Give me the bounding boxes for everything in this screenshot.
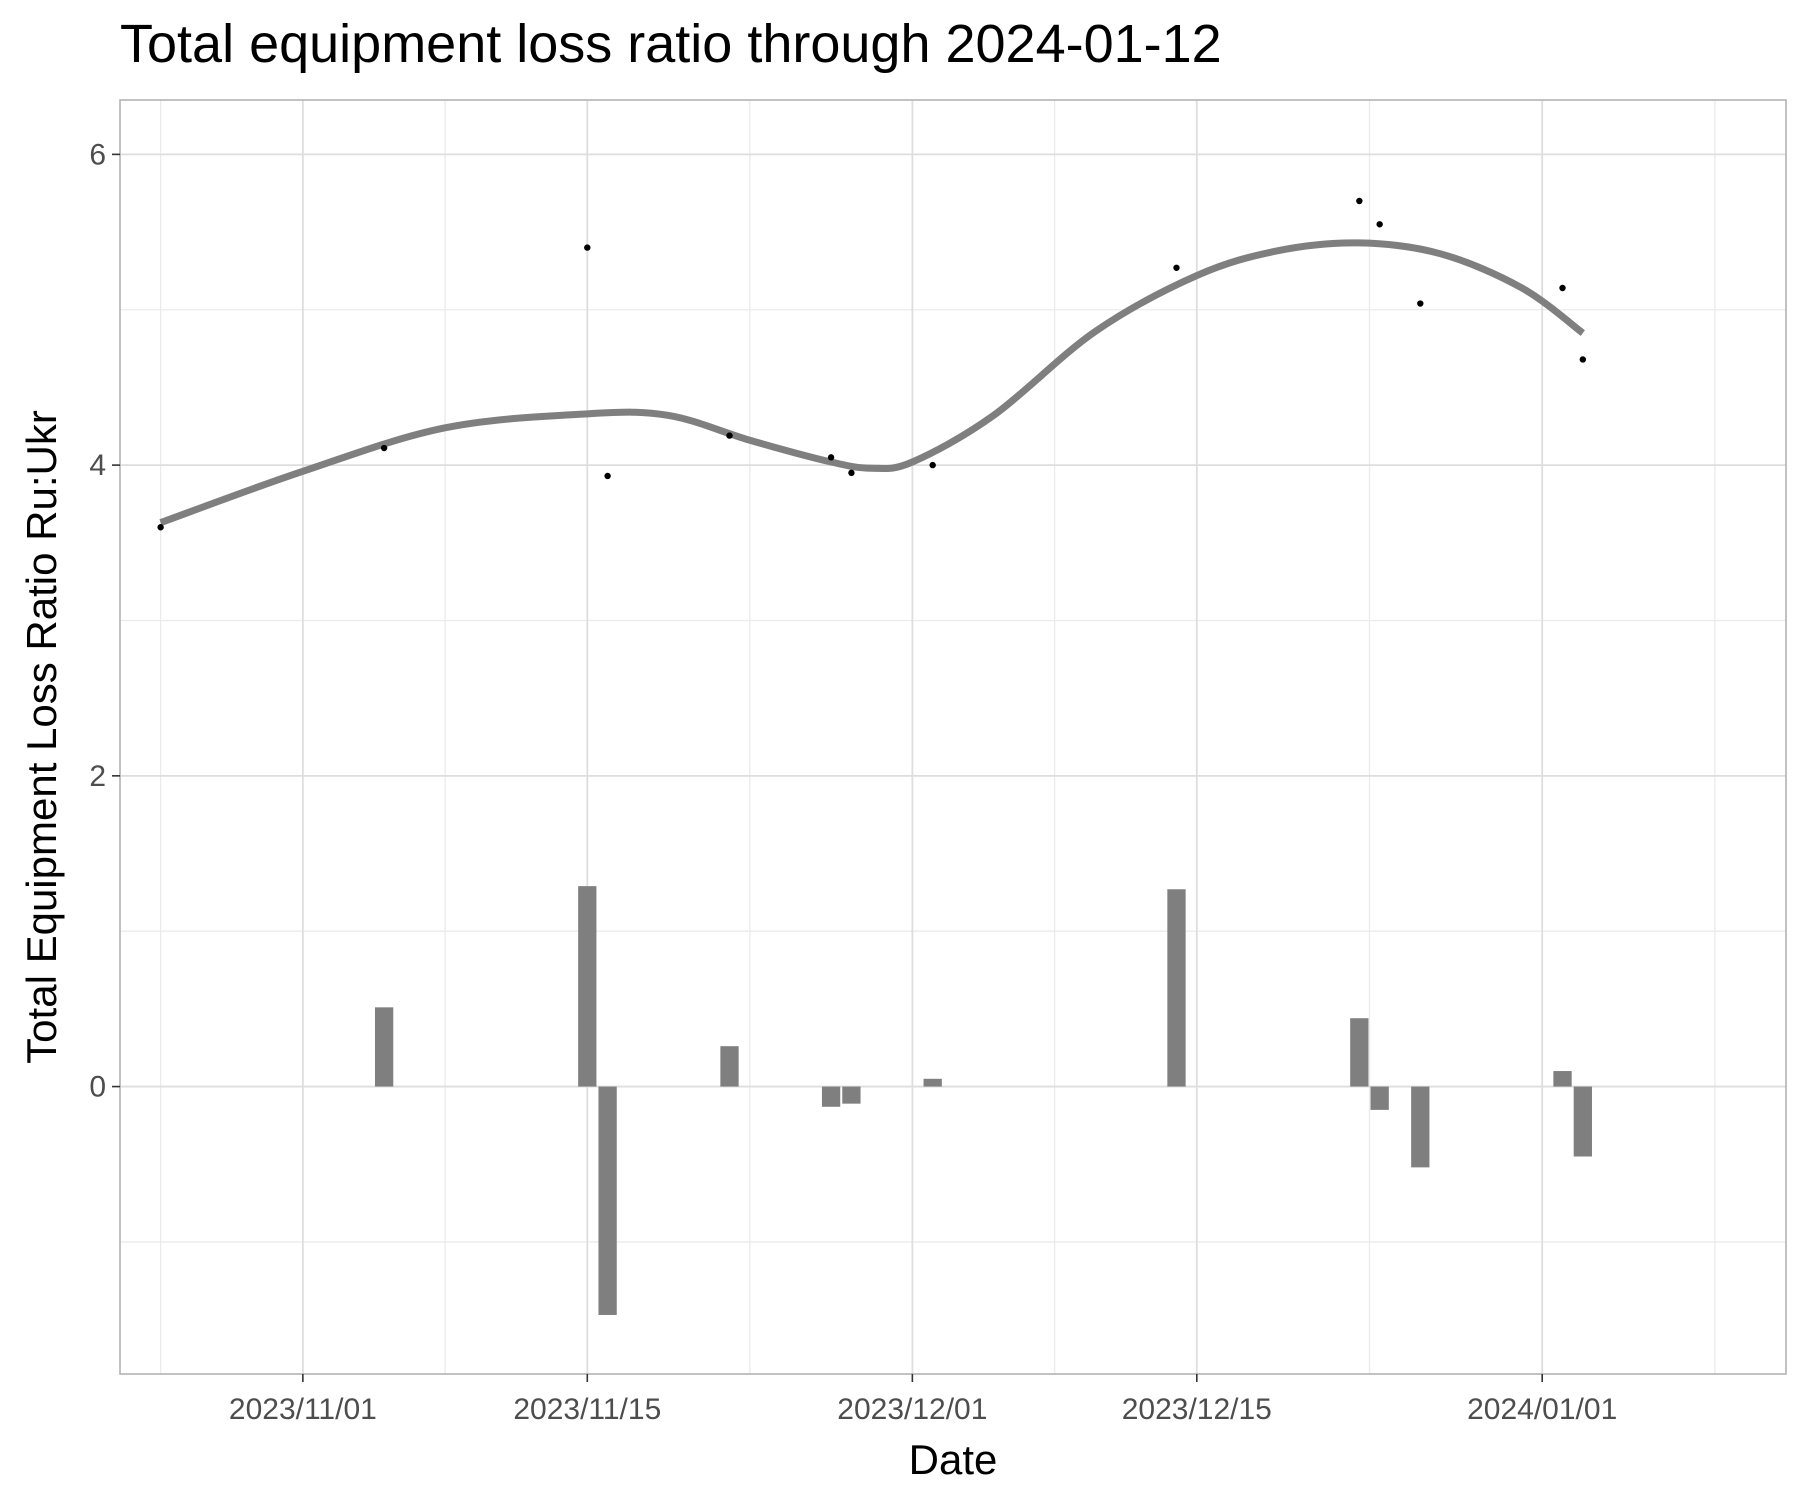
bar [1553, 1071, 1572, 1087]
point-series [157, 197, 1587, 531]
x-tick-labels: 2023/11/01 2023/11/15 2023/12/01 2023/12/15… [229, 1374, 1617, 1426]
grid-major [120, 100, 1786, 1374]
y-tick-label: 0 [89, 1071, 106, 1104]
smooth-series [159, 239, 1585, 526]
panel-border [119, 99, 1787, 1375]
bar [598, 1086, 617, 1315]
smooth-line [159, 239, 1585, 526]
bar [1167, 889, 1186, 1087]
x-tick-label: 2023/12/01 [837, 1393, 987, 1426]
x-axis-title: Date [909, 1436, 998, 1483]
data-point [1376, 221, 1383, 228]
bar [842, 1086, 861, 1104]
bar [578, 886, 597, 1087]
y-tick-label: 6 [89, 138, 106, 171]
data-point [929, 461, 936, 469]
data-point [584, 244, 591, 251]
bar [720, 1046, 739, 1087]
y-tick-label: 2 [89, 760, 106, 793]
chart-title: Total equipment loss ratio through 2024-… [120, 14, 1222, 74]
grid-minor [120, 100, 1786, 1374]
y-axis-title: Total Equipment Loss Ratio Ru:Ukr [18, 410, 65, 1064]
bar [1370, 1086, 1389, 1110]
data-point [1356, 197, 1363, 205]
x-tick-label: 2023/11/15 [513, 1393, 661, 1426]
data-point [827, 454, 835, 461]
data-point [1417, 300, 1424, 307]
bar-series [374, 886, 1592, 1315]
data-point [380, 444, 388, 452]
bar [1573, 1086, 1592, 1157]
data-point [1173, 264, 1180, 271]
y-tick-label: 4 [89, 449, 106, 482]
x-tick-label: 2023/12/15 [1122, 1393, 1272, 1426]
bar [821, 1086, 841, 1107]
data-point [157, 524, 164, 531]
bar [923, 1078, 942, 1087]
x-tick-label: 2023/11/01 [229, 1393, 377, 1426]
data-point [1559, 284, 1566, 292]
bar [374, 1007, 394, 1087]
bar [1350, 1018, 1369, 1087]
y-tick-labels: 0 2 4 6 [89, 138, 120, 1104]
bar [1411, 1086, 1430, 1168]
data-point [726, 432, 733, 439]
data-point [1579, 356, 1587, 363]
x-tick-label: 2024/01/01 [1467, 1393, 1617, 1426]
data-point [604, 472, 611, 480]
data-point [848, 469, 855, 477]
